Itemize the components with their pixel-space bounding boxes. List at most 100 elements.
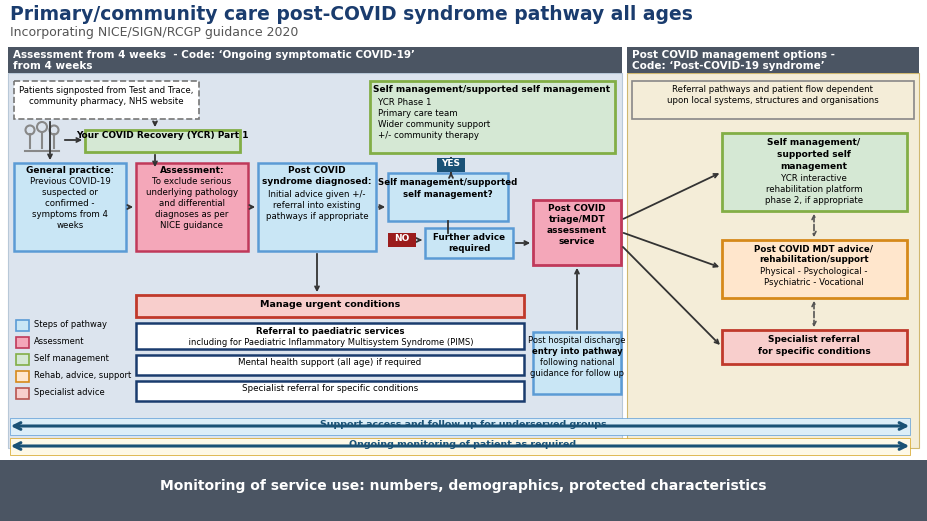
Bar — [136, 323, 524, 349]
Text: Ongoing monitoring of patient as required: Ongoing monitoring of patient as require… — [349, 440, 577, 449]
Text: confirmed -: confirmed - — [45, 199, 95, 208]
Bar — [425, 228, 513, 258]
Text: Further advice: Further advice — [433, 233, 505, 242]
Text: required: required — [448, 244, 490, 253]
Text: Post COVID management options -: Post COVID management options - — [632, 50, 835, 60]
Text: phase 2, if appropriate: phase 2, if appropriate — [765, 196, 863, 205]
Text: YES: YES — [441, 159, 461, 168]
Text: Specialist referral for specific conditions: Specialist referral for specific conditi… — [242, 384, 418, 393]
Text: symptoms from 4: symptoms from 4 — [32, 210, 108, 219]
Bar — [632, 81, 914, 119]
Text: and differential: and differential — [159, 199, 225, 208]
Text: NO: NO — [394, 234, 410, 243]
Text: General practice:: General practice: — [26, 166, 114, 175]
Text: Previous COVID-19: Previous COVID-19 — [30, 177, 110, 186]
Text: Assessment: Assessment — [34, 337, 84, 346]
Text: from 4 weeks: from 4 weeks — [13, 61, 93, 71]
Bar — [10, 438, 910, 455]
Bar — [388, 173, 508, 221]
Text: Psychiatric - Vocational: Psychiatric - Vocational — [764, 278, 864, 287]
Bar — [10, 418, 910, 435]
Text: diagnoses as per: diagnoses as per — [156, 210, 229, 219]
Text: +/- community therapy: +/- community therapy — [378, 131, 479, 140]
Text: Post hospital discharge: Post hospital discharge — [528, 336, 626, 345]
Text: Support access and follow up for underserved groups: Support access and follow up for underse… — [320, 420, 606, 429]
Text: Rehab, advice, support: Rehab, advice, support — [34, 371, 132, 380]
Bar — [136, 295, 524, 317]
Text: self management?: self management? — [403, 190, 493, 199]
Text: referral into existing: referral into existing — [273, 201, 361, 210]
Text: rehabilitation platform: rehabilitation platform — [766, 185, 862, 194]
Text: Self management/: Self management/ — [768, 138, 860, 147]
Bar — [85, 130, 240, 152]
Text: Code: ‘Post-COVID-19 syndrome’: Code: ‘Post-COVID-19 syndrome’ — [632, 61, 825, 71]
Text: Your COVID Recovery (YCR) Part 1: Your COVID Recovery (YCR) Part 1 — [76, 131, 248, 140]
Text: weeks: weeks — [57, 221, 83, 230]
Text: supported self: supported self — [777, 150, 851, 159]
Text: management: management — [781, 162, 847, 171]
Bar — [722, 330, 907, 364]
Bar — [0, 460, 927, 521]
Bar — [258, 163, 376, 251]
Bar — [136, 163, 248, 251]
Text: Referral pathways and patient flow dependent: Referral pathways and patient flow depen… — [672, 85, 873, 94]
Bar — [722, 240, 907, 298]
Text: YCR interactive: YCR interactive — [781, 174, 847, 183]
Text: Assessment:: Assessment: — [159, 166, 224, 175]
Text: for specific conditions: for specific conditions — [757, 347, 870, 356]
Text: entry into pathway: entry into pathway — [532, 347, 622, 356]
Text: Specialist referral: Specialist referral — [768, 335, 860, 344]
Text: rehabilitation/support: rehabilitation/support — [759, 255, 869, 264]
Text: Steps of pathway: Steps of pathway — [34, 320, 107, 329]
Bar — [8, 47, 622, 73]
Bar — [16, 354, 29, 365]
Text: service: service — [559, 237, 595, 246]
Bar — [16, 371, 29, 382]
Bar — [14, 163, 126, 251]
Text: Primary care team: Primary care team — [378, 109, 458, 118]
Text: syndrome diagnosed:: syndrome diagnosed: — [262, 177, 372, 186]
Bar — [370, 81, 615, 153]
Text: assessment: assessment — [547, 226, 607, 235]
Bar — [136, 381, 524, 401]
Text: Manage urgent conditions: Manage urgent conditions — [260, 300, 400, 309]
Bar — [722, 133, 907, 211]
Bar — [16, 388, 29, 399]
Text: Post COVID MDT advice/: Post COVID MDT advice/ — [755, 244, 873, 253]
Bar — [16, 337, 29, 348]
Text: Incorporating NICE/SIGN/RCGP guidance 2020: Incorporating NICE/SIGN/RCGP guidance 20… — [10, 26, 298, 39]
Text: Post COVID: Post COVID — [288, 166, 346, 175]
Text: Assessment from 4 weeks  - Code: ‘Ongoing symptomatic COVID-19’: Assessment from 4 weeks - Code: ‘Ongoing… — [13, 50, 415, 60]
Bar — [136, 355, 524, 375]
Text: NICE guidance: NICE guidance — [160, 221, 223, 230]
Text: Mental health support (all age) if required: Mental health support (all age) if requi… — [238, 358, 422, 367]
Text: community pharmacy, NHS website: community pharmacy, NHS website — [29, 97, 184, 106]
Text: pathways if appropriate: pathways if appropriate — [266, 212, 368, 221]
Text: YCR Phase 1: YCR Phase 1 — [378, 98, 431, 107]
Bar — [8, 73, 622, 448]
Bar — [14, 81, 199, 119]
Text: To exclude serious: To exclude serious — [152, 177, 232, 186]
Text: suspected or: suspected or — [42, 188, 98, 197]
Text: Wider community support: Wider community support — [378, 120, 490, 129]
Text: Post COVID: Post COVID — [548, 204, 606, 213]
Bar — [16, 320, 29, 331]
Bar — [533, 200, 621, 265]
Text: Specialist advice: Specialist advice — [34, 388, 105, 397]
Bar — [533, 332, 621, 394]
Bar — [627, 47, 919, 73]
Text: following national: following national — [540, 358, 615, 367]
Text: Self management/supported: Self management/supported — [378, 178, 517, 187]
Bar — [388, 233, 416, 247]
Text: Physical - Psychological -: Physical - Psychological - — [760, 267, 868, 276]
Text: guidance for follow up: guidance for follow up — [530, 369, 624, 378]
Text: triage/MDT: triage/MDT — [549, 215, 605, 224]
Text: Self management/supported self management: Self management/supported self managemen… — [374, 85, 611, 94]
Text: Initial advice given +/-: Initial advice given +/- — [268, 190, 366, 199]
Text: Referral to paediatric services: Referral to paediatric services — [256, 327, 404, 336]
Text: including for Paediatric Inflammatory Multisystem Syndrome (PIMS): including for Paediatric Inflammatory Mu… — [186, 338, 474, 347]
Text: upon local systems, structures and organisations: upon local systems, structures and organ… — [667, 96, 879, 105]
Text: Monitoring of service use: numbers, demographics, protected characteristics: Monitoring of service use: numbers, demo… — [159, 479, 767, 493]
Text: Patients signposted from Test and Trace,: Patients signposted from Test and Trace, — [19, 86, 193, 95]
Text: Primary/community care post-COVID syndrome pathway all ages: Primary/community care post-COVID syndro… — [10, 5, 692, 24]
